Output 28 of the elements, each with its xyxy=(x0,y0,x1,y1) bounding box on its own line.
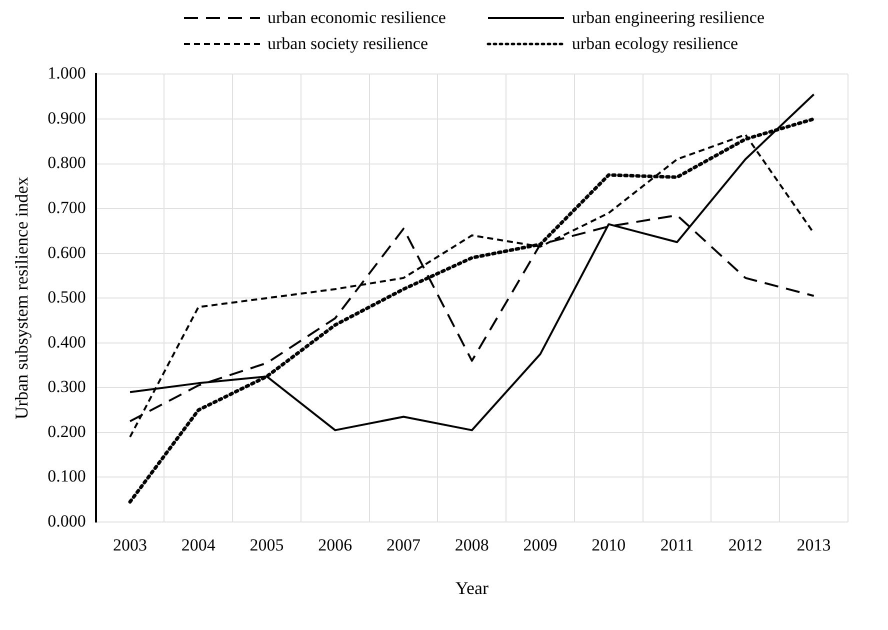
y-tick-label: 0.700 xyxy=(48,198,86,218)
x-tick-label: 2010 xyxy=(592,536,626,555)
x-tick-label: 2007 xyxy=(386,536,422,555)
y-axis-title: Urban subsystem resilience index xyxy=(12,176,32,420)
y-tick-label: 1.000 xyxy=(48,64,86,83)
y-tick-label: 0.600 xyxy=(48,242,86,262)
y-tick-label: 0.900 xyxy=(48,108,86,128)
x-tick-label: 2006 xyxy=(318,536,352,555)
x-tick-label: 2011 xyxy=(660,536,694,555)
x-tick-label: 2009 xyxy=(523,536,558,555)
x-tick-label: 2003 xyxy=(113,536,148,555)
y-tick-label: 0.200 xyxy=(48,422,86,441)
legend-label: urban ecology resilience xyxy=(572,34,738,54)
legend-label: urban engineering resilience xyxy=(572,8,764,28)
x-tick-label: 2004 xyxy=(181,536,216,555)
x-tick-label: 2005 xyxy=(250,536,284,555)
y-tick-label: 0.100 xyxy=(48,466,86,486)
x-tick-label: 2008 xyxy=(454,536,489,555)
y-tick-label: 0.300 xyxy=(48,377,86,396)
y-tick-label: 0.000 xyxy=(48,511,86,530)
legend-label: urban economic resilience xyxy=(268,8,446,28)
x-tick-label: 2013 xyxy=(796,536,831,555)
legend-label: urban society resilience xyxy=(268,34,428,54)
y-tick-label: 0.800 xyxy=(48,153,86,172)
y-tick-label: 0.400 xyxy=(48,332,86,352)
x-tick-label: 2012 xyxy=(728,536,762,555)
x-axis-title: Year xyxy=(455,578,489,598)
y-tick-label: 0.500 xyxy=(48,288,86,307)
